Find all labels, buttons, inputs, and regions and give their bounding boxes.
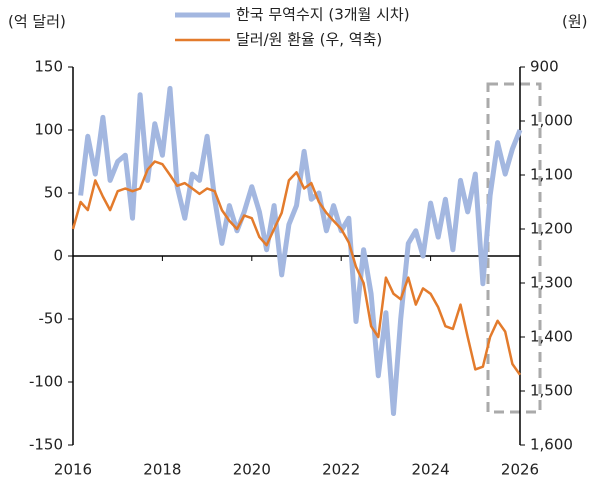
y-tick-label: 50 (44, 184, 63, 202)
y2-tick-label: 1,400 (530, 328, 573, 346)
y2-tick-label: 1,500 (530, 382, 573, 400)
y2-tick-label: 1,100 (530, 166, 573, 184)
y-tick-label: -150 (29, 436, 63, 454)
legend-label: 달러/원 환율 (우, 역축) (236, 31, 382, 49)
y-axis-label: (억 달러) (8, 13, 66, 31)
y2-tick-label: 1,000 (530, 112, 573, 130)
x-tick-label: 2016 (54, 461, 92, 479)
series-line (71, 160, 522, 376)
y2-tick-label: 1,300 (530, 274, 573, 292)
y-tick-label: -100 (29, 373, 63, 391)
x-tick-label: 2026 (501, 461, 539, 479)
y-tick-label: -50 (39, 310, 64, 328)
y2-tick-label: 1,600 (530, 436, 573, 454)
x-tick-label: 2022 (322, 461, 360, 479)
y2-tick-label: 1,200 (530, 220, 573, 238)
x-tick-label: 2024 (412, 461, 450, 479)
series-line (78, 85, 523, 416)
y-tick-label: 150 (34, 58, 63, 76)
y2-axis-label: (원) (562, 13, 588, 31)
x-tick-label: 2020 (233, 461, 271, 479)
x-tick-label: 2018 (143, 461, 181, 479)
highlight-box (486, 82, 542, 414)
y-tick-label: 100 (34, 121, 63, 139)
legend-label: 한국 무역수지 (3개월 시차) (236, 6, 410, 24)
y2-tick-label: 900 (530, 58, 559, 76)
y-tick-label: 0 (53, 247, 63, 265)
